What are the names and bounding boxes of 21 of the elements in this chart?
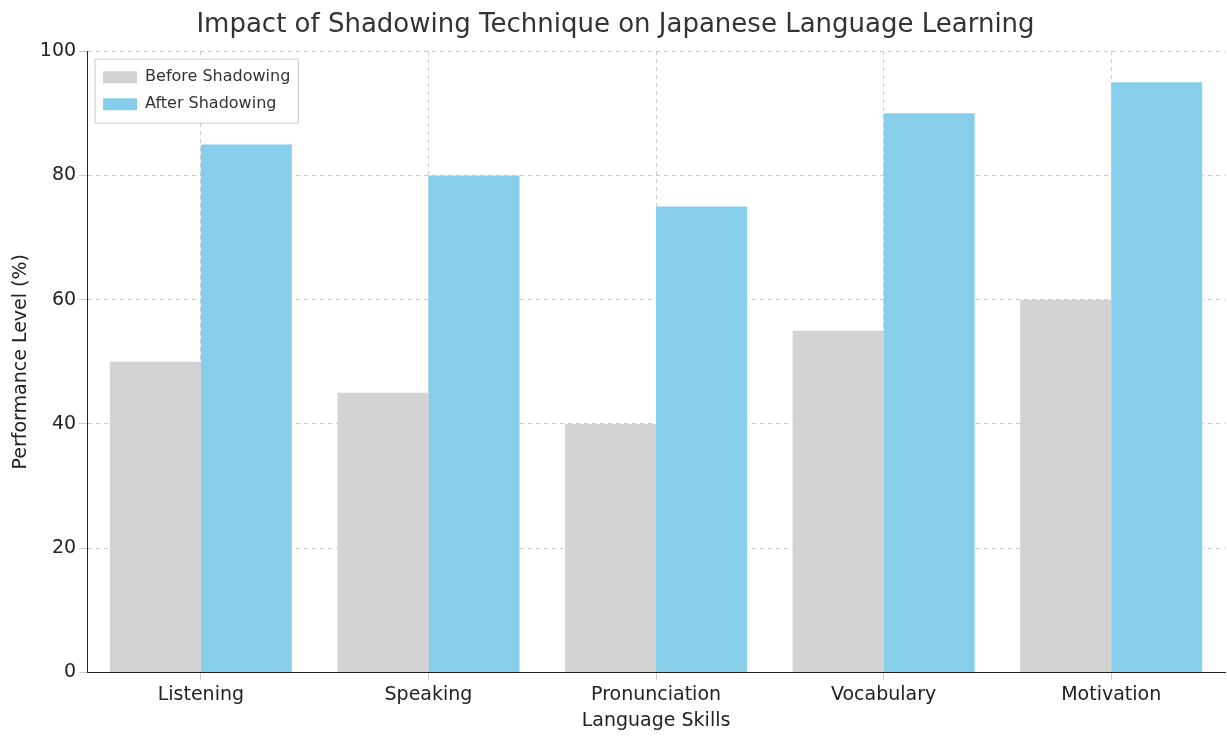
y-tick-label: 60 <box>51 286 77 309</box>
x-axis-title: Language Skills <box>581 707 731 730</box>
x-tick-label: Vocabulary <box>830 681 937 704</box>
y-tick-label: 0 <box>63 659 77 682</box>
bar <box>656 206 748 672</box>
bar <box>883 113 975 672</box>
bar <box>200 144 292 672</box>
y-tick-label: 100 <box>39 38 77 61</box>
chart-title: Impact of Shadowing Technique on Japanese Language Learning <box>196 8 1035 39</box>
y-tick-label: 40 <box>51 410 77 433</box>
y-tick-label: 20 <box>51 535 77 558</box>
bar <box>1111 82 1203 672</box>
legend-label: Before Shadowing <box>145 66 291 86</box>
x-tick-label: Pronunciation <box>591 681 722 704</box>
x-tick-label: Speaking <box>384 681 473 704</box>
bar <box>428 175 520 672</box>
x-tick-label: Motivation <box>1061 681 1162 704</box>
x-tick-label: Listening <box>157 681 245 704</box>
y-tick-label: 80 <box>51 162 77 185</box>
y-axis-title: Performance Level (%) <box>8 254 31 470</box>
legend-label: After Shadowing <box>145 93 277 113</box>
